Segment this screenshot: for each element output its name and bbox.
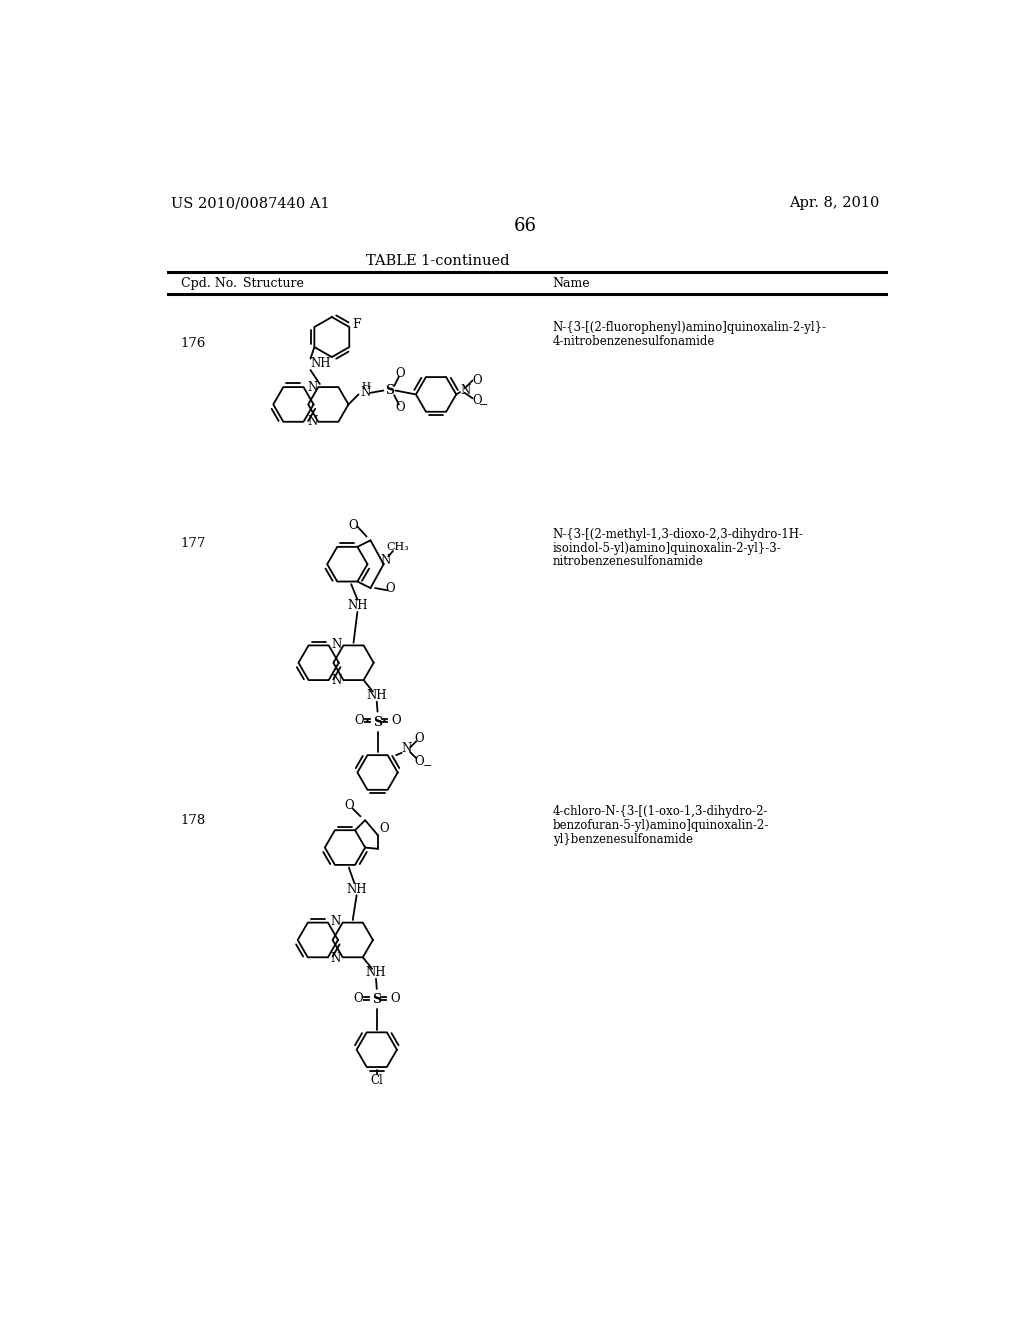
Text: O: O bbox=[353, 991, 362, 1005]
Text: isoindol-5-yl)amino]quinoxalin-2-yl}-3-: isoindol-5-yl)amino]quinoxalin-2-yl}-3- bbox=[553, 541, 781, 554]
Text: H: H bbox=[361, 381, 371, 391]
Text: O: O bbox=[395, 367, 406, 380]
Text: −: − bbox=[478, 400, 488, 411]
Text: 176: 176 bbox=[180, 337, 206, 350]
Text: 4-chloro-N-{3-[(1-oxo-1,3-dihydro-2-: 4-chloro-N-{3-[(1-oxo-1,3-dihydro-2- bbox=[553, 805, 768, 818]
Text: O: O bbox=[415, 755, 424, 768]
Text: O: O bbox=[386, 582, 395, 595]
Text: O: O bbox=[472, 374, 482, 387]
Text: Name: Name bbox=[553, 277, 590, 290]
Text: Structure: Structure bbox=[243, 277, 303, 290]
Text: S: S bbox=[373, 715, 382, 729]
Text: F: F bbox=[352, 318, 361, 331]
Text: O: O bbox=[415, 731, 424, 744]
Text: Apr. 8, 2010: Apr. 8, 2010 bbox=[790, 197, 880, 210]
Text: O: O bbox=[354, 714, 364, 727]
Text: N-{3-[(2-methyl-1,3-dioxo-2,3-dihydro-1H-: N-{3-[(2-methyl-1,3-dioxo-2,3-dihydro-1H… bbox=[553, 528, 804, 541]
Text: NH: NH bbox=[347, 599, 368, 612]
Text: 66: 66 bbox=[513, 218, 537, 235]
Text: yl}benzenesulfonamide: yl}benzenesulfonamide bbox=[553, 833, 692, 846]
Text: 178: 178 bbox=[180, 814, 206, 828]
Text: O: O bbox=[395, 401, 406, 414]
Text: O: O bbox=[348, 519, 357, 532]
Text: NH: NH bbox=[310, 358, 331, 371]
Text: US 2010/0087440 A1: US 2010/0087440 A1 bbox=[171, 197, 330, 210]
Text: N: N bbox=[332, 638, 342, 651]
Text: N: N bbox=[460, 384, 470, 397]
Text: NH: NH bbox=[366, 966, 386, 979]
Text: O: O bbox=[472, 395, 482, 407]
Text: O: O bbox=[379, 822, 389, 836]
Text: N: N bbox=[307, 380, 317, 393]
Text: 177: 177 bbox=[180, 537, 206, 550]
Text: N: N bbox=[401, 742, 412, 755]
Text: Cpd. No.: Cpd. No. bbox=[180, 277, 237, 290]
Text: N: N bbox=[331, 915, 341, 928]
Text: N: N bbox=[380, 554, 390, 566]
Text: N: N bbox=[307, 416, 317, 428]
Text: O: O bbox=[345, 799, 354, 812]
Text: Cl: Cl bbox=[371, 1074, 383, 1086]
Text: NH: NH bbox=[346, 883, 367, 896]
Text: S: S bbox=[372, 993, 381, 1006]
Text: N: N bbox=[331, 952, 341, 965]
Text: nitrobenzenesulfonamide: nitrobenzenesulfonamide bbox=[553, 556, 703, 569]
Text: 4-nitrobenzenesulfonamide: 4-nitrobenzenesulfonamide bbox=[553, 335, 715, 348]
Text: N-{3-[(2-fluorophenyl)amino]quinoxalin-2-yl}-: N-{3-[(2-fluorophenyl)amino]quinoxalin-2… bbox=[553, 321, 826, 334]
Text: CH₃: CH₃ bbox=[386, 543, 409, 552]
Text: O: O bbox=[391, 714, 401, 727]
Text: N: N bbox=[332, 675, 342, 688]
Text: O: O bbox=[390, 991, 400, 1005]
Text: S: S bbox=[385, 384, 394, 397]
Text: N: N bbox=[360, 387, 371, 400]
Text: benzofuran-5-yl)amino]quinoxalin-2-: benzofuran-5-yl)amino]quinoxalin-2- bbox=[553, 818, 769, 832]
Text: NH: NH bbox=[367, 689, 387, 702]
Text: TABLE 1-continued: TABLE 1-continued bbox=[367, 253, 510, 268]
Text: −: − bbox=[423, 760, 432, 771]
